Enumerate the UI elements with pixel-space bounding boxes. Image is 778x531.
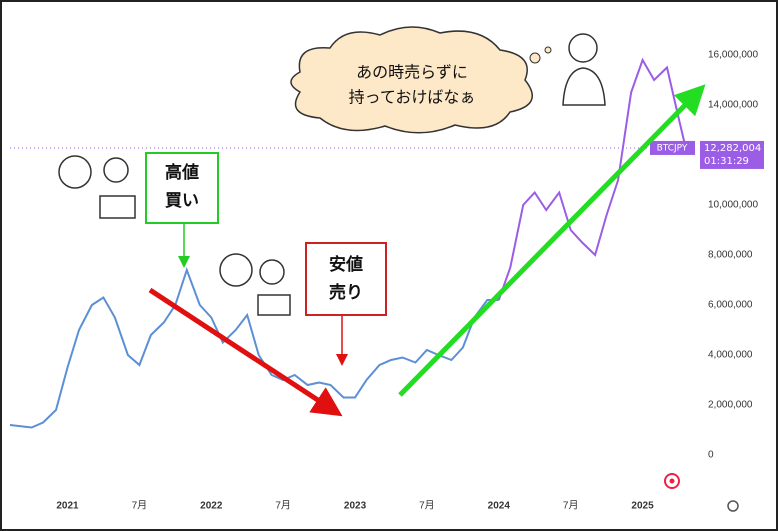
low-label: 安値	[329, 254, 363, 275]
y-tick-label: 8,000,000	[708, 250, 753, 261]
time-label: 01:31:29	[704, 156, 749, 167]
price-label: 12,282,004	[704, 143, 761, 154]
settings-icon[interactable]	[727, 500, 739, 512]
high-label: 高値	[165, 162, 199, 183]
up-arrow	[398, 84, 706, 397]
price-tag	[700, 140, 764, 169]
cloud-dot	[529, 52, 541, 64]
x-tick-label: 2025	[631, 501, 654, 512]
symbol-tag	[650, 140, 695, 155]
y-tick-label: 16,000,000	[708, 50, 758, 61]
symbol-label: BTCJPY	[657, 143, 688, 153]
x-tick-label: 2024	[488, 501, 511, 512]
x-tick-label: 7月	[563, 500, 579, 512]
down-arrow	[148, 287, 343, 417]
high-label: 買い	[165, 191, 199, 211]
thought-text: あの時売らずに	[356, 63, 468, 82]
x-tick-label: 2022	[200, 501, 223, 512]
price-line	[9, 266, 499, 429]
cloud-dot	[544, 46, 552, 54]
y-tick-label: 2,000,000	[708, 400, 753, 411]
price-line	[497, 57, 687, 301]
indicator-icon	[664, 473, 680, 489]
thought-cloud	[290, 26, 534, 134]
y-tick-label: 6,000,000	[708, 300, 753, 311]
x-tick-label: 2021	[56, 501, 79, 512]
y-tick-label: 4,000,000	[708, 350, 753, 361]
high-box	[145, 152, 219, 224]
indicator-icon	[669, 478, 675, 484]
y-tick-label: 14,000,000	[708, 100, 758, 111]
thought-text: 持っておけばなぁ	[349, 88, 476, 107]
x-tick-label: 7月	[275, 500, 291, 512]
person-icon	[58, 33, 606, 316]
y-tick-label: 0	[708, 450, 714, 461]
x-tick-label: 2023	[344, 501, 367, 512]
y-tick-label: 10,000,000	[708, 200, 758, 211]
low-box	[305, 242, 387, 316]
x-tick-label: 7月	[419, 500, 435, 512]
x-tick-label: 7月	[132, 500, 148, 512]
low-label: 売り	[329, 282, 363, 303]
